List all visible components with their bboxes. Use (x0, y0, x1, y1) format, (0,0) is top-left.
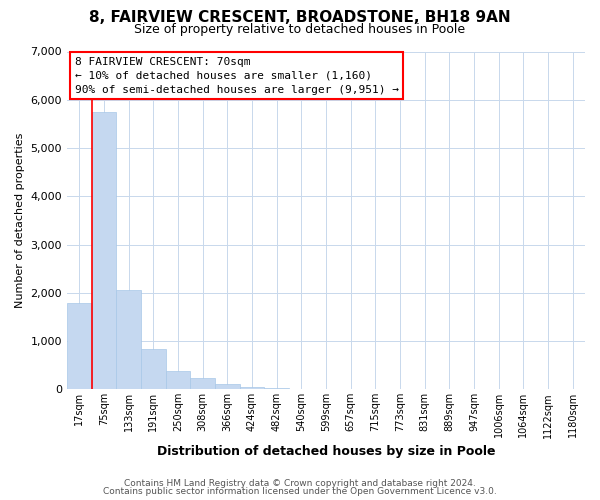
Text: Contains HM Land Registry data © Crown copyright and database right 2024.: Contains HM Land Registry data © Crown c… (124, 478, 476, 488)
Bar (116, 290, 141, 390)
Bar (141, 348, 166, 390)
Bar (289, 388, 314, 390)
Text: 8, FAIRVIEW CRESCENT, BROADSTONE, BH18 9AN: 8, FAIRVIEW CRESCENT, BROADSTONE, BH18 9… (89, 10, 511, 25)
Bar (215, 384, 239, 390)
Y-axis label: Number of detached properties: Number of detached properties (15, 132, 25, 308)
X-axis label: Distribution of detached houses by size in Poole: Distribution of detached houses by size … (157, 444, 495, 458)
Text: 8 FAIRVIEW CRESCENT: 70sqm
← 10% of detached houses are smaller (1,160)
90% of s: 8 FAIRVIEW CRESCENT: 70sqm ← 10% of deta… (75, 56, 399, 94)
Bar (166, 372, 190, 390)
Text: Contains public sector information licensed under the Open Government Licence v3: Contains public sector information licen… (103, 487, 497, 496)
Bar (239, 386, 265, 390)
Bar (92, 112, 116, 390)
Bar (190, 378, 215, 390)
Text: Size of property relative to detached houses in Poole: Size of property relative to detached ho… (134, 22, 466, 36)
Bar (67, 304, 92, 390)
Bar (265, 388, 289, 390)
